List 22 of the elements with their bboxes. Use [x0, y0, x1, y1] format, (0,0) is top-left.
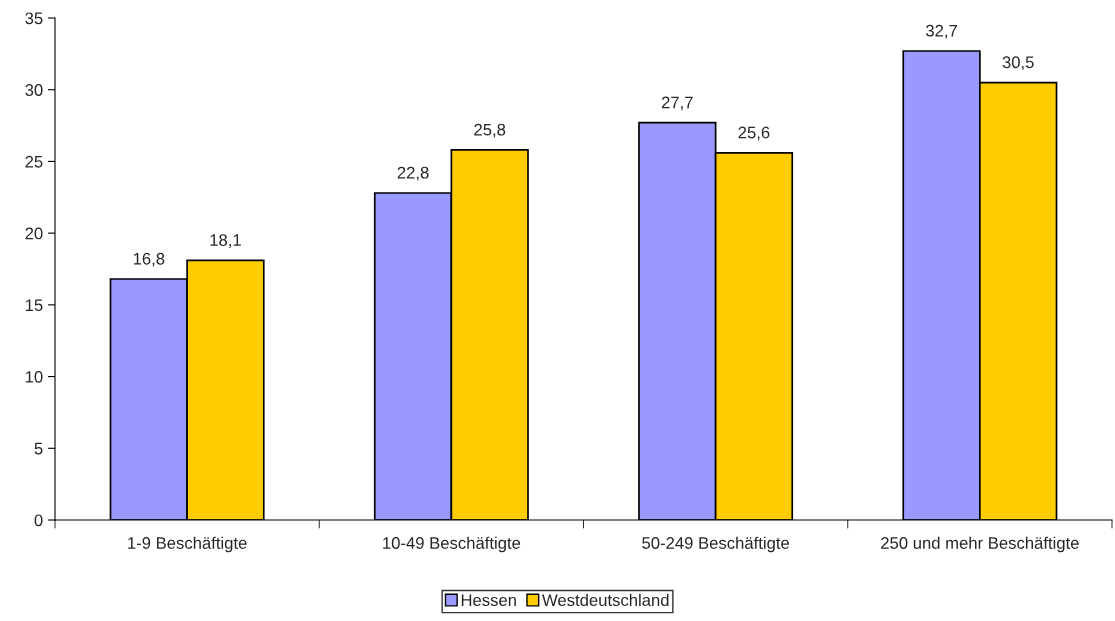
- x-tick-label: 50-249 Beschäftigte: [642, 536, 790, 553]
- data-label: 18,1: [210, 234, 241, 248]
- data-label: 30,5: [1002, 56, 1034, 71]
- data-label: 27,7: [661, 96, 693, 111]
- data-label: 16,8: [133, 252, 165, 267]
- y-tick-label: 5: [34, 442, 43, 455]
- y-tick-label: 15: [25, 299, 43, 312]
- data-label: 25,6: [738, 126, 770, 141]
- y-tick-label: 10: [25, 370, 43, 383]
- legend-label: Hessen: [461, 594, 516, 607]
- x-tick-label: 250 und mehr Beschäftigte: [881, 536, 1079, 553]
- legend-label: Westdeutschland: [542, 593, 669, 607]
- data-label: 32,7: [925, 24, 957, 39]
- y-tick-label: 25: [25, 155, 43, 168]
- x-tick-label: 10-49 Beschäftigte: [383, 536, 521, 553]
- y-tick-label: 20: [25, 227, 43, 240]
- y-tick-label: 30: [25, 84, 43, 96]
- y-tick-label: 35: [25, 12, 43, 25]
- y-tick-label: 0: [34, 514, 43, 527]
- data-label: 25,8: [474, 123, 506, 138]
- data-label: 22,8: [397, 166, 429, 181]
- x-tick-label: 1-9 Beschäftigte: [128, 536, 247, 553]
